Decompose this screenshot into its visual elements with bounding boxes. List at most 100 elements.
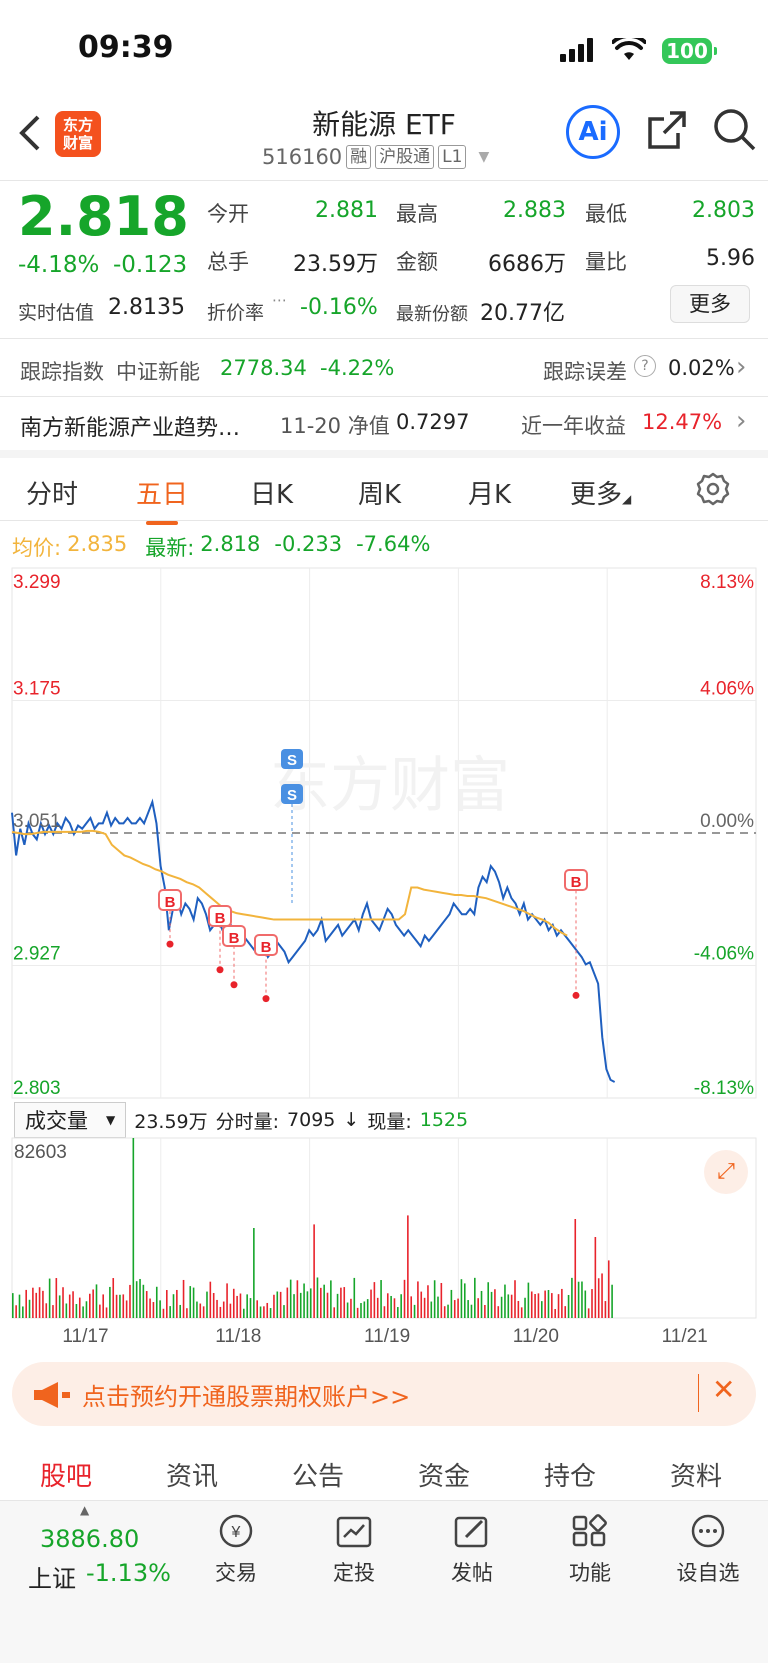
volume-bar: [259, 1306, 262, 1318]
dock-index[interactable]: 上证 -1.13%: [28, 1559, 171, 1594]
volume-bar: [386, 1293, 389, 1318]
volume-selector-label: 成交量: [25, 1109, 88, 1133]
volume-bar: [293, 1294, 295, 1318]
volume-bar: [363, 1301, 366, 1318]
volume-bar: [520, 1307, 523, 1318]
volume-bar: [139, 1278, 141, 1318]
fund-row[interactable]: 南方新能源产业趋势… 11-20 净值 0.7297 近一年收益 12.47% …: [0, 406, 768, 446]
promo-banner[interactable]: 点击预约开通股票期权账户>> ✕: [12, 1362, 756, 1426]
tick-value: 7095: [287, 1109, 336, 1131]
more-button[interactable]: 更多: [670, 285, 750, 323]
price-line: [11, 798, 616, 1083]
expand-icon[interactable]: ⤢: [704, 1150, 748, 1194]
dock-post-label: 发帖: [451, 1561, 493, 1585]
tab-weekly-k[interactable]: 周K: [358, 480, 402, 510]
volume-bar: [226, 1283, 228, 1318]
dock-post[interactable]: 发帖: [432, 1513, 512, 1587]
tab-monthly-k[interactable]: 月K: [468, 480, 512, 510]
dock-functions[interactable]: 功能: [550, 1513, 630, 1587]
volume-bar: [437, 1296, 439, 1318]
tracking-row[interactable]: 跟踪指数 中证新能 2778.34 -4.22% 跟踪误差 ? 0.02% ›: [0, 352, 768, 392]
caret-down-icon[interactable]: ▼: [478, 149, 490, 165]
volume-value: 23.59万: [293, 252, 378, 277]
high-value: 2.883: [503, 198, 566, 223]
sell-marker-label: S: [287, 787, 297, 804]
tracking-index-name: 中证新能: [116, 360, 200, 384]
volume-bar: [507, 1294, 510, 1318]
volume-selector[interactable]: 成交量 ▼: [14, 1102, 127, 1138]
volume-bar: [299, 1292, 302, 1318]
volume-bar: [567, 1294, 570, 1318]
volume-bar: [353, 1277, 356, 1318]
volume-bar: [125, 1300, 128, 1318]
chevron-right-icon: ›: [736, 406, 747, 436]
volume-bar: [447, 1304, 449, 1318]
volume-bar: [413, 1304, 416, 1318]
volume-bar: [497, 1306, 500, 1318]
volume-bar: [212, 1292, 215, 1318]
ai-button[interactable]: Ai: [566, 105, 620, 159]
volume-bar: [330, 1280, 332, 1318]
info-icon[interactable]: ⋯: [272, 291, 287, 309]
volume-bar: [109, 1286, 111, 1318]
tab-daily-k[interactable]: 日K: [250, 480, 294, 510]
tab-news[interactable]: 资讯: [166, 1462, 219, 1492]
high-label: 最高: [396, 202, 438, 226]
price-chart[interactable]: 东方财富BBBBBSS3.2993.1753.0512.9272.8038.13…: [0, 566, 768, 1104]
dock-invest[interactable]: 定投: [314, 1513, 394, 1587]
pct-tick-label: -4.06%: [694, 944, 754, 965]
avg-value: 2.835: [67, 532, 128, 556]
volume-bar: [189, 1286, 192, 1318]
volume-bar: [594, 1237, 597, 1318]
volume-bar: [75, 1304, 78, 1318]
search-icon[interactable]: [712, 107, 756, 151]
calendar-chart-icon: [336, 1516, 372, 1548]
y-tick-label: 3.051: [13, 811, 61, 832]
close-icon[interactable]: ✕: [712, 1373, 736, 1406]
volume-bar: [557, 1294, 560, 1318]
tab-more[interactable]: 更多◢: [570, 474, 631, 511]
volume-bar: [72, 1291, 74, 1318]
back-icon[interactable]: [18, 115, 42, 151]
last-price: 2.818: [18, 185, 189, 248]
tab-five-day[interactable]: 五日: [136, 474, 188, 525]
volume-bar: [443, 1306, 446, 1318]
volume-bar: [35, 1292, 38, 1318]
status-time: 09:39: [78, 30, 174, 65]
volume-bar: [62, 1287, 64, 1318]
security-subline: 516160 融 沪股通 L1 ▼: [262, 145, 489, 169]
settings-icon[interactable]: [696, 472, 730, 506]
volume-bar: [577, 1281, 580, 1318]
dock-add-watchlist-label: 设自选: [676, 1561, 740, 1585]
dock-add-watchlist[interactable]: 设自选: [668, 1513, 748, 1587]
dock-index-value[interactable]: 3886.80: [40, 1525, 140, 1553]
volume-bar: [517, 1300, 520, 1318]
y-tick-label: 2.803: [13, 1078, 61, 1099]
share-icon[interactable]: [646, 109, 688, 151]
tab-funds[interactable]: 资金: [418, 1462, 471, 1492]
volume-bar: [105, 1307, 108, 1318]
return-value: 12.47%: [642, 410, 723, 434]
volume-bar: [172, 1294, 175, 1318]
open-value: 2.881: [315, 198, 378, 223]
pct-tick-label: 0.00%: [700, 811, 754, 832]
volume-bar: [397, 1307, 399, 1318]
tab-profile[interactable]: 资料: [670, 1462, 723, 1492]
volume-bar: [326, 1292, 329, 1318]
tab-forum[interactable]: 股吧: [40, 1456, 92, 1511]
help-icon[interactable]: ?: [634, 355, 656, 377]
amount-value: 6686万: [488, 252, 566, 277]
tab-holdings[interactable]: 持仓: [544, 1462, 597, 1492]
volume-bar: [115, 1294, 118, 1318]
ratio-value: 5.96: [706, 246, 755, 271]
volume-bar: [457, 1298, 459, 1318]
volume-chart[interactable]: 82603 11/17 11/18 11/19 11/20 11/21: [0, 1136, 768, 1346]
tab-intraday[interactable]: 分时: [26, 480, 79, 510]
volume-bar: [159, 1300, 161, 1318]
x-tick-label: 11/19: [364, 1326, 410, 1346]
volume-bar: [551, 1293, 553, 1318]
volume-bar: [433, 1280, 436, 1318]
buy-marker-label: B: [165, 894, 176, 911]
tab-announcements[interactable]: 公告: [292, 1462, 345, 1492]
dock-trade[interactable]: ¥ 交易: [196, 1513, 276, 1587]
